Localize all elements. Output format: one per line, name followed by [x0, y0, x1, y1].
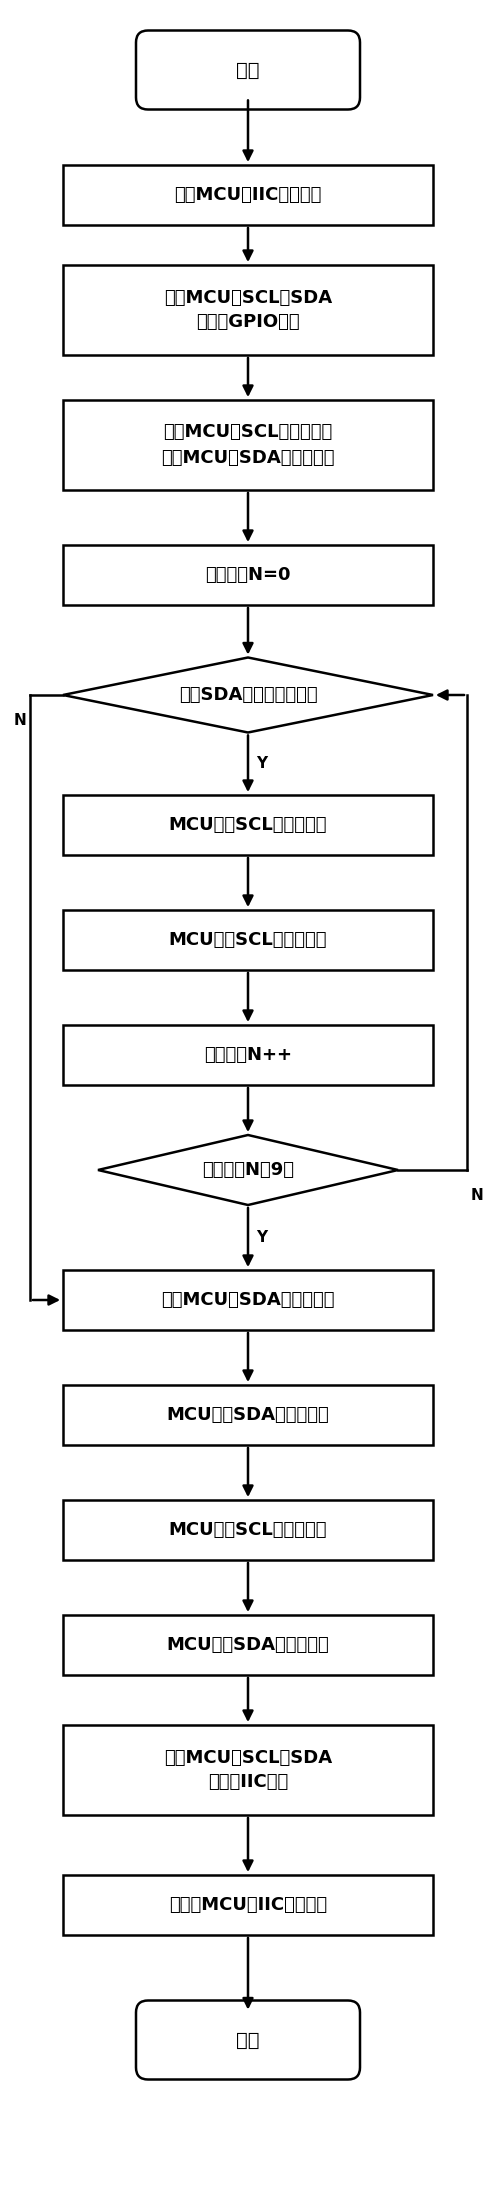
Text: 循环次数N++: 循环次数N++	[204, 1047, 292, 1065]
Bar	[63, 1384, 433, 1446]
Text: 初始化MCU的IIC外设模块: 初始化MCU的IIC外设模块	[169, 1895, 327, 1913]
Text: 循环次数N=0: 循环次数N=0	[205, 566, 291, 584]
Text: MCU控制SCL输出低电平: MCU控制SCL输出低电平	[169, 930, 327, 950]
Polygon shape	[63, 657, 433, 732]
Bar	[63, 544, 433, 606]
Text: MCU控制SCL输出高电平: MCU控制SCL输出高电平	[169, 815, 327, 833]
FancyBboxPatch shape	[136, 31, 360, 110]
Bar	[63, 796, 433, 855]
Text: MCU控制SDA输出低电平: MCU控制SDA输出低电平	[166, 1406, 330, 1424]
Text: 结束: 结束	[236, 2030, 260, 2050]
Bar	[63, 1501, 433, 1560]
Bar	[63, 1876, 433, 1935]
Bar	[63, 910, 433, 970]
Bar	[63, 1616, 433, 1675]
Bar	[63, 1025, 433, 1084]
Bar	[63, 399, 433, 489]
Text: MCU控制SCL输出高电平: MCU控制SCL输出高电平	[169, 1521, 327, 1538]
Text: 配置MCU的SCL、SDA
引脚为GPIO模式: 配置MCU的SCL、SDA 引脚为GPIO模式	[164, 289, 332, 331]
Text: 配置MCU的SCL、SDA
引脚为IIC模式: 配置MCU的SCL、SDA 引脚为IIC模式	[164, 1748, 332, 1792]
Bar	[63, 264, 433, 355]
Text: Y: Y	[256, 1230, 267, 1245]
Bar	[63, 165, 433, 225]
Text: Y: Y	[256, 756, 267, 771]
Text: 配置MCU的SCL引脚为输出
配置MCU的SDA引脚为输入: 配置MCU的SCL引脚为输出 配置MCU的SDA引脚为输入	[161, 423, 335, 467]
Text: MCU控制SDA输出高电平: MCU控制SDA输出高电平	[166, 1635, 330, 1653]
Text: 检测SDA是否为低电平？: 检测SDA是否为低电平？	[179, 685, 317, 703]
FancyBboxPatch shape	[136, 2001, 360, 2081]
Text: 复位MCU的IIC外设模块: 复位MCU的IIC外设模块	[174, 185, 322, 205]
Bar	[63, 1726, 433, 1816]
Text: 开始: 开始	[236, 60, 260, 79]
Polygon shape	[98, 1135, 398, 1206]
Text: 配置MCU的SDA引脚为输出: 配置MCU的SDA引脚为输出	[161, 1292, 335, 1309]
Bar	[63, 1270, 433, 1329]
Text: N: N	[471, 1188, 484, 1203]
Text: 循环次数N＞9？: 循环次数N＞9？	[202, 1162, 294, 1179]
Text: N: N	[13, 714, 26, 727]
